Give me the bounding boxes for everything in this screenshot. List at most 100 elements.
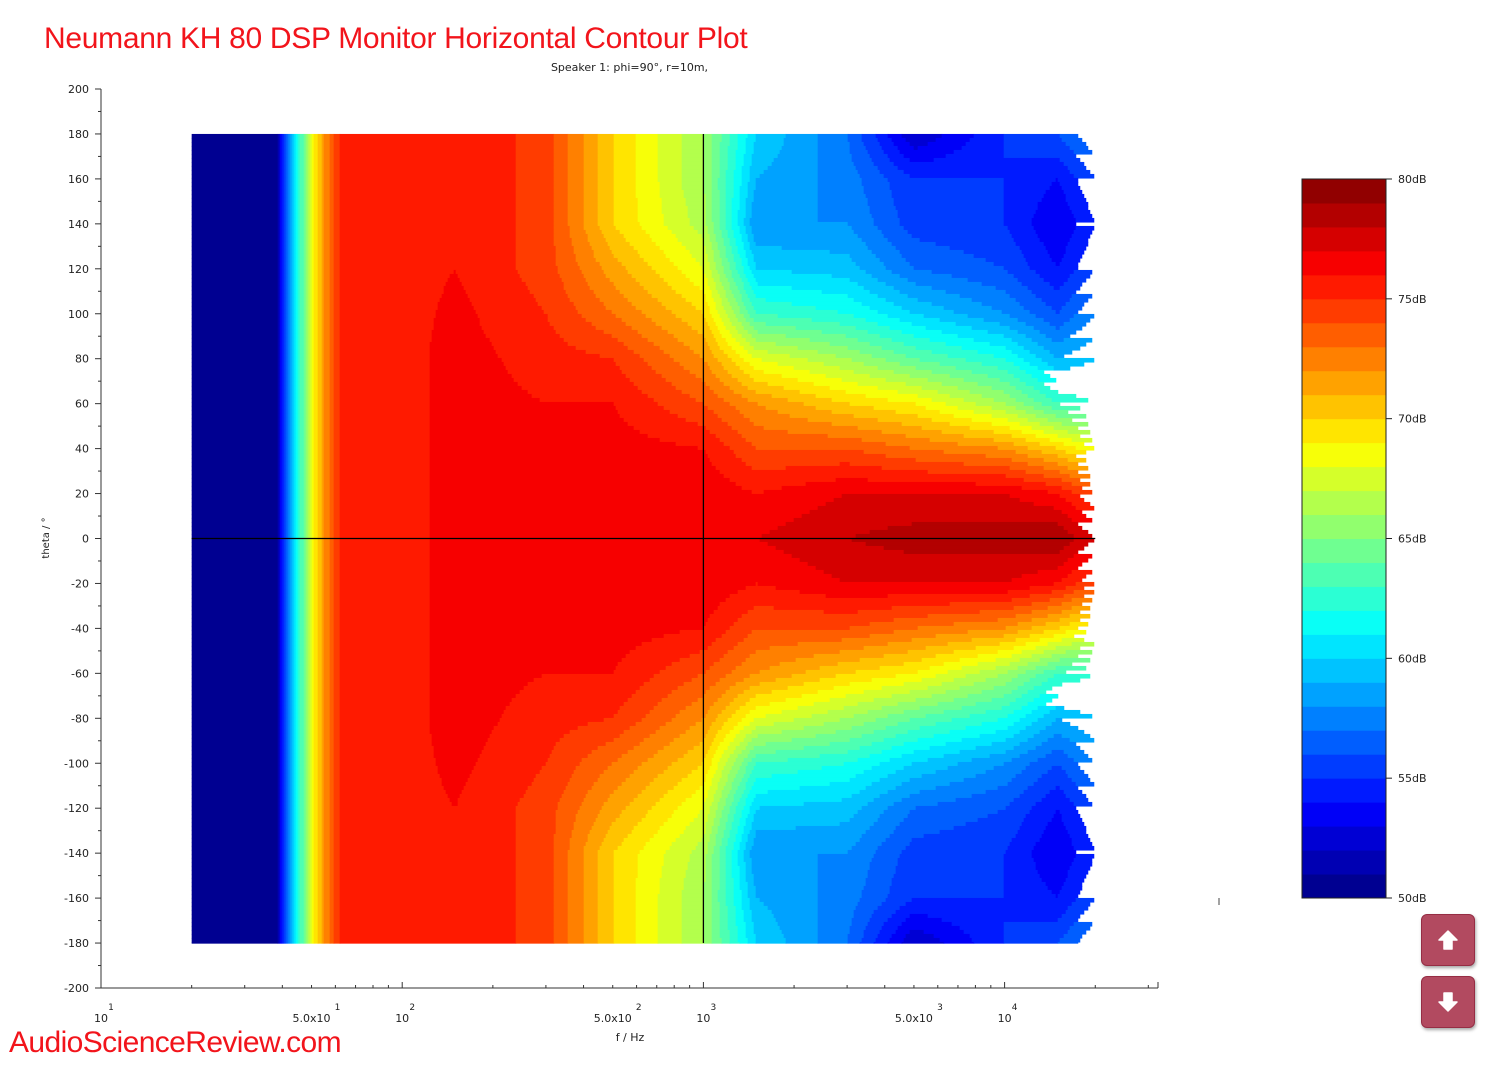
heatmap-cell <box>295 437 299 443</box>
heatmap-cell <box>313 481 319 487</box>
heatmap-cell <box>541 305 577 311</box>
heatmap-cell <box>583 185 599 191</box>
heatmap-cell <box>305 325 309 331</box>
heatmap-cell <box>291 225 295 231</box>
heatmap-cell <box>293 457 297 463</box>
heatmap-cell <box>289 245 293 251</box>
heatmap-cell <box>317 537 323 543</box>
heatmap-cell <box>277 333 281 339</box>
heatmap-cell <box>309 325 313 331</box>
heatmap-cell <box>1017 317 1045 323</box>
heatmap-cell <box>191 305 279 311</box>
heatmap <box>191 133 1095 944</box>
heatmap-cell <box>771 161 819 167</box>
heatmap-cell <box>893 301 933 307</box>
heatmap-cell <box>279 505 283 511</box>
heatmap-cell <box>339 613 431 619</box>
heatmap-cell <box>303 497 307 503</box>
heatmap-cell <box>881 145 899 151</box>
heatmap-cell <box>303 309 307 315</box>
heatmap-cell <box>313 625 319 631</box>
heatmap-cell <box>293 229 297 235</box>
heatmap-cell <box>293 313 297 319</box>
heatmap-cell <box>877 165 899 171</box>
heatmap-cell <box>339 329 433 335</box>
heatmap-cell <box>281 197 285 203</box>
heatmap-cell <box>333 253 341 259</box>
heatmap-cell <box>711 145 721 151</box>
heatmap-cell <box>307 601 311 607</box>
heatmap-cell <box>289 573 293 579</box>
heatmap-cell <box>603 329 639 335</box>
heatmap-cell <box>321 565 325 571</box>
heatmap-cell <box>741 381 769 387</box>
heatmap-cell <box>1067 277 1087 283</box>
heatmap-cell <box>1035 209 1073 215</box>
heatmap-cell <box>731 201 741 207</box>
heatmap-cell <box>321 589 325 595</box>
heatmap-cell <box>339 217 517 223</box>
heatmap-cell <box>927 141 967 147</box>
heatmap-cell <box>303 517 307 523</box>
heatmap-cell <box>287 481 291 487</box>
heatmap-cell <box>289 565 293 571</box>
heatmap-cell <box>329 333 335 339</box>
heatmap-cell <box>191 241 279 247</box>
heatmap-cell <box>601 229 621 235</box>
heatmap-cell <box>293 213 297 219</box>
heatmap-cell <box>317 489 323 495</box>
heatmap-cell <box>191 261 279 267</box>
heatmap-cell <box>567 209 585 215</box>
heatmap-cell <box>705 193 713 199</box>
heatmap-cell <box>681 161 705 167</box>
heatmap-cell <box>291 525 295 531</box>
heatmap-cell <box>557 265 581 271</box>
heatmap-cell <box>429 477 731 483</box>
heatmap-cell <box>279 329 283 335</box>
heatmap-cell <box>429 413 621 419</box>
heatmap-cell <box>613 133 637 139</box>
heatmap-cell <box>293 337 297 343</box>
heatmap-cell <box>537 301 575 307</box>
heatmap-cell <box>313 501 319 507</box>
heatmap-cell <box>285 333 289 339</box>
heatmap-cell <box>293 473 297 479</box>
heatmap-cell <box>307 377 311 383</box>
heatmap-cell <box>729 133 739 139</box>
heatmap-cell <box>309 273 313 279</box>
heatmap-cell <box>879 169 905 175</box>
heatmap-cell <box>473 305 543 311</box>
heatmap-cell <box>617 337 649 343</box>
heatmap-cell <box>295 405 299 411</box>
heatmap-cell <box>515 261 557 267</box>
heatmap-cell <box>1043 473 1071 479</box>
heatmap-cell <box>723 265 731 271</box>
heatmap-cell <box>297 485 301 491</box>
heatmap-cell <box>579 265 603 271</box>
heatmap-cell <box>191 393 279 399</box>
heatmap-cell <box>309 341 313 347</box>
heatmap-cell <box>853 161 875 167</box>
heatmap-cell <box>599 261 623 267</box>
heatmap-cell <box>299 557 305 563</box>
heatmap-cell <box>321 609 325 615</box>
heatmap-cell <box>711 157 721 163</box>
heatmap-cell <box>279 189 283 195</box>
heatmap-cell <box>515 133 555 139</box>
heatmap-cell <box>773 605 893 611</box>
heatmap-cell <box>1071 569 1093 575</box>
heatmap-cell <box>671 285 701 291</box>
heatmap-cell <box>921 425 971 431</box>
heatmap-cell <box>313 225 319 231</box>
heatmap-cell <box>303 237 307 243</box>
heatmap-cell <box>313 269 319 275</box>
heatmap-cell <box>289 585 293 591</box>
heatmap-cell <box>339 161 517 167</box>
heatmap-cell <box>311 281 315 287</box>
heatmap-cell <box>289 149 293 155</box>
heatmap-cell <box>821 289 871 295</box>
heatmap-cell <box>733 193 741 199</box>
heatmap-cell <box>279 453 283 459</box>
heatmap-cell <box>583 213 599 219</box>
heatmap-cell <box>289 533 293 539</box>
